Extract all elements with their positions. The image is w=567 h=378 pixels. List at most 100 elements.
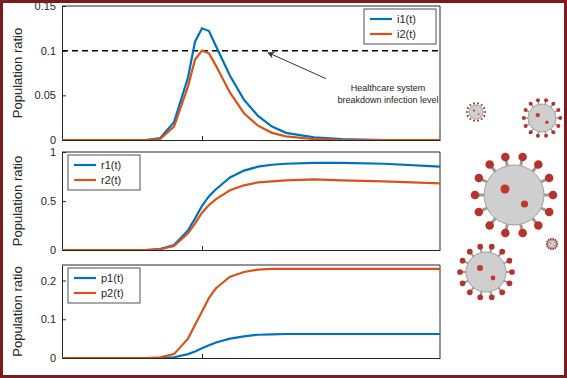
- virus-body: [528, 104, 556, 132]
- virus-spike-head: [467, 249, 473, 255]
- axis-line: [63, 140, 441, 141]
- virus-spike-head: [499, 289, 505, 295]
- tick-mark: [62, 95, 66, 96]
- virus-spike-head: [534, 221, 543, 230]
- virus-spike-head: [536, 134, 540, 138]
- plot-area: [62, 163, 440, 250]
- axis-line: [63, 250, 441, 251]
- virus-dot: [491, 276, 496, 281]
- tick: 0.05: [35, 89, 66, 101]
- background: [0, 0, 567, 378]
- virus-spike-head: [518, 153, 527, 162]
- tick-label: 0: [50, 244, 56, 256]
- virus-spike-head: [473, 102, 475, 104]
- legend: p1(t)p2(t): [68, 268, 140, 303]
- virus-dot: [545, 121, 548, 124]
- tick-mark: [202, 246, 203, 250]
- virus-spike-head: [536, 98, 540, 102]
- plot-area: [62, 28, 440, 140]
- y-axis: 00.050.10.15: [35, 0, 66, 146]
- chart: 00.10.2Population ratiop1(t)p2(t): [10, 265, 441, 364]
- virus-spike-head: [477, 120, 479, 122]
- virus-spike-head: [524, 108, 528, 112]
- series-line: [62, 163, 440, 250]
- y-axis-title: Population ratio: [10, 156, 25, 246]
- legend-swatch: [370, 18, 392, 20]
- virus-spike-head: [501, 229, 510, 238]
- y-axis-title: Population ratio: [10, 28, 25, 118]
- virus-spike-head: [469, 118, 471, 120]
- virus-dot: [473, 110, 475, 112]
- legend-swatch: [74, 179, 96, 181]
- plot-area: [62, 269, 440, 358]
- virus-spike-head: [507, 258, 513, 264]
- virus-spike-head: [529, 102, 533, 106]
- tick: 0.1: [41, 313, 66, 325]
- legend-swatch: [74, 292, 96, 294]
- virus-spike-head: [483, 115, 485, 117]
- legend-label: r2(t): [101, 174, 121, 186]
- virus-spike-head: [501, 153, 510, 162]
- virus-spike-head: [556, 108, 560, 112]
- virus-body: [548, 240, 556, 248]
- legend-box: [364, 9, 436, 44]
- virus-spike-head: [551, 130, 555, 134]
- virus-spike-head: [460, 258, 466, 264]
- tick-mark: [62, 319, 66, 320]
- virus-spike-head: [524, 124, 528, 128]
- y-axis: 0 0.1 0.2: [41, 266, 66, 365]
- virus-spike-head: [467, 115, 469, 117]
- annotation-line: Healthcare system: [351, 83, 426, 93]
- tick-label: 1: [50, 146, 56, 158]
- frame: [62, 152, 440, 153]
- tick: [202, 246, 203, 250]
- legend-box: [68, 268, 140, 303]
- virus-spike-head: [534, 160, 543, 169]
- legend-swatch: [74, 277, 96, 279]
- virus-spike-head: [457, 269, 463, 275]
- virus-spike-head: [483, 107, 485, 109]
- tick: 0.5: [41, 195, 66, 207]
- legend-label: p1(t): [101, 272, 124, 284]
- virus-spike-head: [507, 280, 513, 286]
- legend: r1(t) r2(t): [68, 155, 140, 190]
- virus-spike-head: [522, 116, 526, 120]
- tick-mark: [202, 354, 203, 358]
- legend: i1(t)i2(t): [364, 9, 436, 44]
- annotation: Healthcare systembreakdown infection lev…: [337, 83, 438, 105]
- virus: [471, 153, 558, 238]
- virus-dot: [552, 244, 554, 246]
- virus-spike-head: [471, 191, 480, 200]
- legend-label: i2(t): [397, 28, 416, 40]
- virus-body: [469, 105, 483, 119]
- virus-spike-head: [473, 120, 475, 122]
- virus-spike-head: [558, 116, 562, 120]
- series-line: [62, 28, 440, 140]
- tick-label: 0: [50, 134, 56, 146]
- virus-spike-head: [545, 174, 554, 183]
- tick-label: 0: [50, 352, 56, 364]
- axis-line: [63, 358, 441, 359]
- tick-label: 0.1: [41, 313, 56, 325]
- series-line: [62, 334, 440, 358]
- virus-spike-head: [477, 294, 483, 300]
- virus: [546, 238, 558, 250]
- virus-spike-head: [477, 102, 479, 104]
- frame: [62, 265, 440, 266]
- virus-body: [466, 252, 506, 292]
- virus-spike-head: [518, 229, 527, 238]
- y-axis: 00.51: [41, 146, 66, 256]
- virus-spike-head: [477, 244, 483, 250]
- virus-spike-head: [556, 124, 560, 128]
- virus-dot: [521, 200, 528, 207]
- virus-spike-head: [467, 289, 473, 295]
- virus-dot: [550, 243, 551, 244]
- tick-mark: [202, 136, 203, 140]
- legend-label: r1(t): [101, 159, 121, 171]
- chart: 00.050.10.15Healthcare systembreakdown i…: [10, 0, 441, 146]
- virus-spike-head: [481, 118, 483, 120]
- virus-spike-head: [481, 104, 483, 106]
- tick-label: 0.05: [35, 89, 56, 101]
- tick-label: 0.2: [41, 275, 56, 287]
- virus-dot: [536, 113, 540, 117]
